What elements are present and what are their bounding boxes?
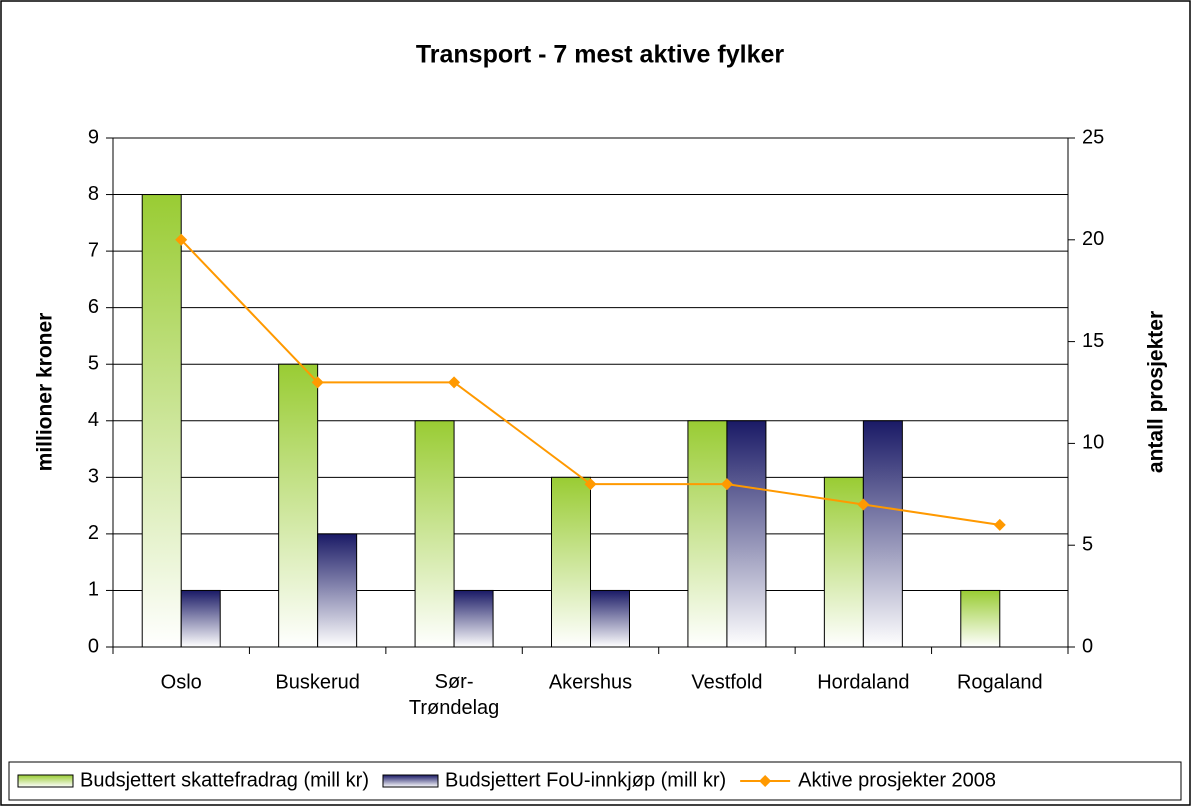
legend-label: Aktive prosjekter 2008 <box>798 769 996 791</box>
bar <box>590 589 630 648</box>
marker <box>584 478 597 491</box>
x-tick-label-line: Sør- <box>435 671 474 693</box>
y2-tick-label: 0 <box>1082 635 1093 657</box>
y-tick-label: 2 <box>88 522 99 544</box>
marker <box>720 478 733 491</box>
marker <box>993 518 1006 531</box>
bar <box>551 476 591 648</box>
y2-tick-label: 15 <box>1082 330 1104 352</box>
legend-swatch <box>382 774 439 788</box>
x-tick-label: Vestfold <box>691 671 762 693</box>
y2-axis-label: antall prosjekter <box>1145 311 1168 473</box>
x-tick-label-line: Trøndelag <box>409 697 499 719</box>
y2-tick-label: 25 <box>1082 126 1104 148</box>
bar <box>823 476 864 648</box>
y-tick-label: 6 <box>88 296 99 318</box>
x-tick-label: Rogaland <box>957 671 1043 693</box>
marker <box>857 498 870 511</box>
y-tick-label: 1 <box>88 579 99 601</box>
bar <box>278 363 319 648</box>
marker <box>311 376 324 389</box>
x-tick-label: Akershus <box>549 671 632 693</box>
y-tick-label: 5 <box>88 353 99 375</box>
legend-swatch <box>759 775 772 787</box>
y-tick-label: 9 <box>88 126 99 148</box>
x-tick-label: Sør- Trøndelag <box>409 671 499 719</box>
bar <box>960 589 1001 648</box>
legend-box <box>8 761 1182 801</box>
y2-tick-label: 20 <box>1082 228 1104 250</box>
y-tick-label: 3 <box>88 466 99 488</box>
marker <box>175 233 188 246</box>
bar <box>141 194 182 648</box>
legend-swatch <box>17 774 74 788</box>
x-tick-label: Buskerud <box>275 671 360 693</box>
bar <box>317 533 358 648</box>
chart-title: Transport - 7 mest aktive fylker <box>416 41 784 69</box>
y-axis-label: millioner kroner <box>34 313 57 472</box>
y2-tick-label: 10 <box>1082 432 1104 454</box>
bar <box>414 420 455 648</box>
y-tick-label: 0 <box>88 635 99 657</box>
bar <box>862 420 903 648</box>
y-tick-label: 4 <box>88 409 99 431</box>
y-tick-label: 8 <box>88 183 99 205</box>
x-tick-label: Oslo <box>161 671 202 693</box>
bar <box>726 420 767 648</box>
y2-tick-label: 5 <box>1082 533 1093 555</box>
bar <box>687 420 728 648</box>
bar <box>453 589 494 648</box>
y-tick-label: 7 <box>88 239 99 261</box>
marker <box>448 376 461 389</box>
legend-label: Budsjettert skattefradrag (mill kr) <box>80 769 369 791</box>
x-tick-label: Hordaland <box>817 671 909 693</box>
bar <box>180 589 221 648</box>
legend-label: Budsjettert FoU-innkjøp (mill kr) <box>445 769 726 791</box>
